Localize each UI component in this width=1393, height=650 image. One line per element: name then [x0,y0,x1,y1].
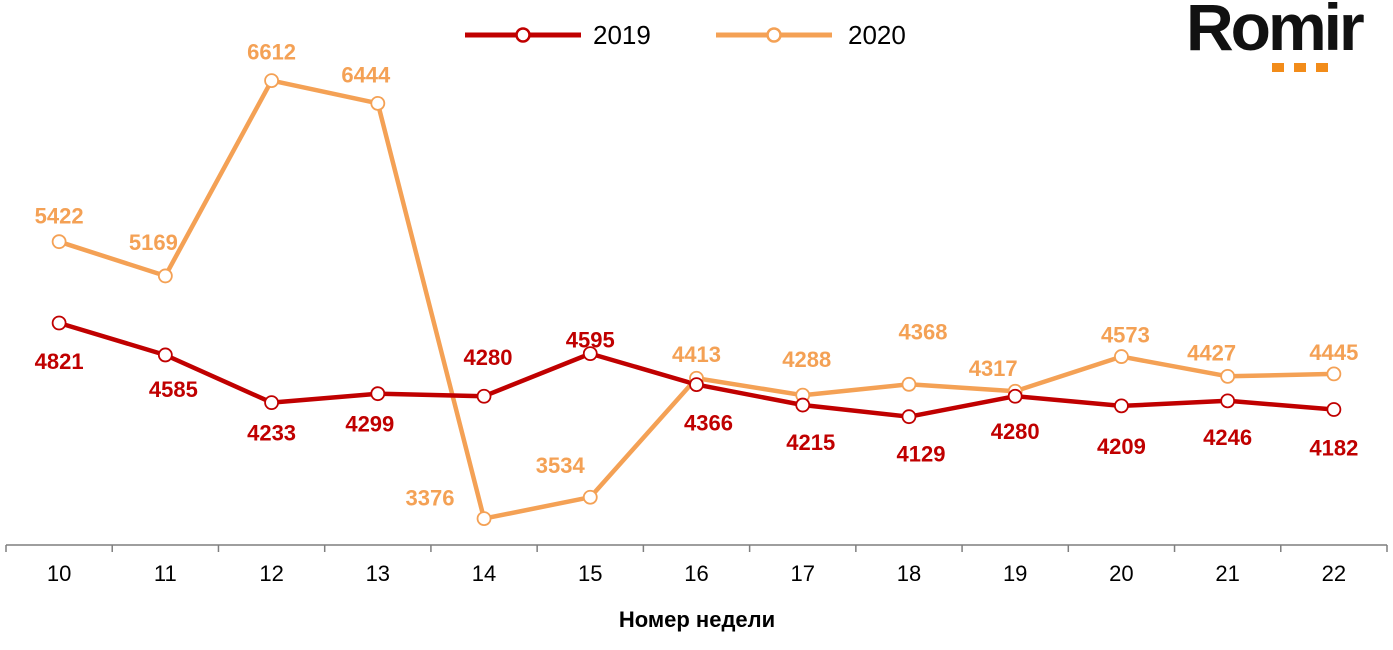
logo-dot [1272,63,1284,72]
data-label-2019: 4209 [1097,434,1146,459]
data-point-2020 [370,95,386,111]
x-tick-label: 11 [154,561,177,586]
data-point-2019 [901,409,917,425]
data-point-2020 [1114,349,1129,364]
data-point-2020 [1220,368,1236,384]
data-label-2020: 4413 [672,342,721,367]
data-label-2020: 4288 [782,347,831,372]
legend-label-2020: 2020 [848,20,906,50]
x-axis: 10 11 12 13 14 15 16 17 18 19 20 21 22 [5,544,1388,586]
x-tick-label: 18 [897,561,921,586]
x-tick-label: 19 [1003,561,1027,586]
data-label-2019: 4129 [896,442,945,467]
data-point-2020 [476,511,492,526]
data-point-2019 [1220,393,1236,409]
data-label-2019: 4280 [464,345,513,370]
x-tick-label: 13 [366,561,390,586]
data-label-2020: 4427 [1187,340,1236,365]
legend: 2019 2020 [465,20,906,50]
x-tick-label: 16 [684,561,708,586]
data-label-2019: 4182 [1309,436,1358,461]
data-label-2020: 4573 [1101,323,1150,348]
data-point-2019 [1326,402,1342,417]
data-label-2019: 4280 [991,419,1040,444]
data-label-2019: 4246 [1203,425,1252,450]
data-point-2020 [582,489,598,505]
x-tick-label: 20 [1109,561,1133,586]
data-label-2019: 4366 [684,411,733,436]
data-label-2020: 4317 [969,356,1018,381]
x-tick-label: 22 [1322,561,1346,586]
data-point-2020 [901,376,917,392]
data-label-2019: 4585 [149,377,198,402]
data-label-2019: 4233 [247,421,296,446]
data-point-2019 [1007,388,1023,404]
logo-dot [1316,63,1328,72]
data-label-2020: 3534 [536,453,586,478]
x-axis-title: Номер недели [619,607,775,632]
data-point-2019 [476,388,492,404]
data-label-2019: 4215 [786,430,835,455]
x-tick-label: 10 [47,561,71,586]
logo-dot [1294,63,1306,72]
logo-text: Romir [1186,0,1365,64]
x-tick-label: 21 [1215,561,1239,586]
data-point-2019 [157,347,173,363]
series-points [51,73,1342,526]
data-label-2020: 5169 [129,230,178,255]
data-point-2019 [51,315,67,331]
data-label-2019: 4595 [566,328,615,353]
data-labels: 4821 4585 4233 4299 4280 4595 4366 4215 4129 4280… [35,40,1359,511]
data-point-2020 [264,73,279,88]
x-tick-label: 12 [259,561,283,586]
x-tick-label: 15 [578,561,602,586]
data-label-2020: 3376 [406,486,455,511]
data-point-2019 [795,397,811,413]
data-label-2020: 6444 [341,62,391,87]
legend-marker-2019 [515,27,531,43]
data-label-2020: 5422 [35,204,84,229]
data-label-2020: 6612 [247,40,296,65]
data-point-2020 [51,234,67,250]
romir-logo: Romir [1186,0,1386,76]
data-label-2019: 4821 [35,349,84,374]
data-label-2020: 4445 [1309,340,1358,365]
data-point-2019 [582,346,598,362]
data-label-2020: 4368 [898,319,947,344]
data-label-2019: 4299 [345,412,394,437]
data-point-2019 [370,386,386,402]
data-point-2019 [689,377,704,393]
data-point-2019 [264,395,279,411]
legend-marker-2020 [766,27,782,43]
x-tick-label: 17 [790,561,814,586]
x-tick-label: 14 [472,561,496,586]
data-point-2020 [157,268,173,284]
data-point-2019 [1114,398,1129,414]
data-point-2020 [1326,366,1342,382]
legend-label-2019: 2019 [593,20,651,50]
